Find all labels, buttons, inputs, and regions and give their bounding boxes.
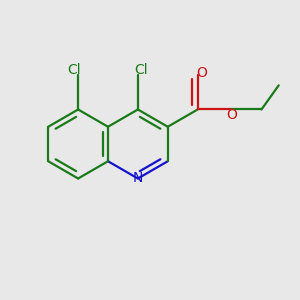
Text: Cl: Cl (135, 64, 148, 77)
Text: O: O (227, 109, 238, 122)
Text: N: N (133, 172, 143, 185)
Text: O: O (197, 67, 208, 80)
Text: Cl: Cl (68, 64, 81, 77)
